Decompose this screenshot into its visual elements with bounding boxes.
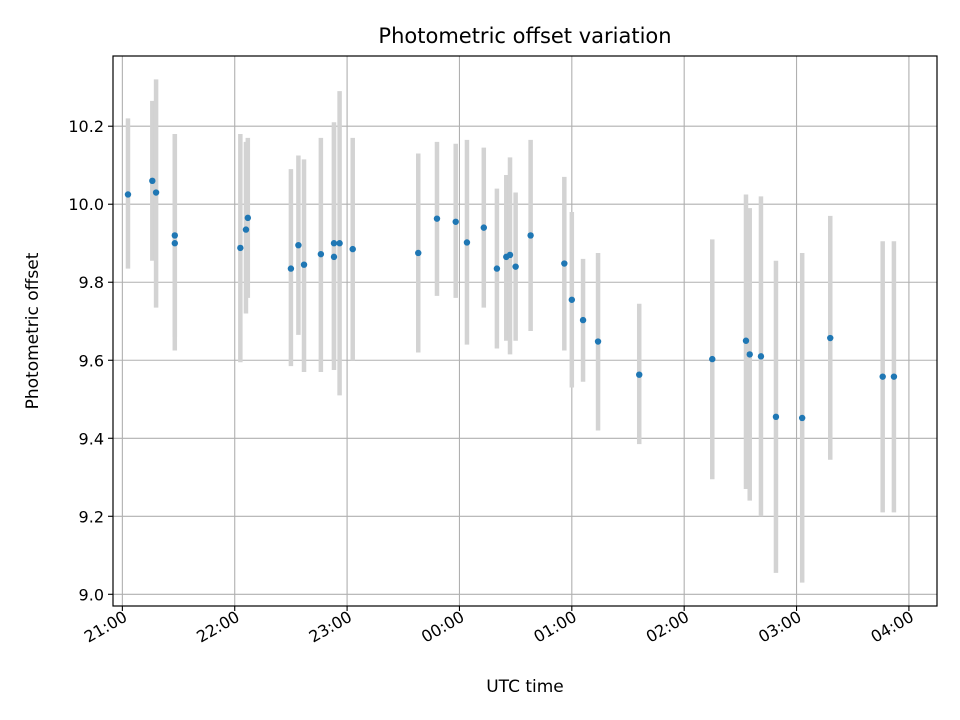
- data-points: [124, 177, 898, 422]
- data-point: [415, 249, 422, 257]
- data-point: [317, 250, 325, 258]
- data-point: [171, 232, 178, 239]
- y-tick-label: 9.0: [79, 585, 104, 604]
- data-point: [568, 296, 576, 303]
- grid: [113, 56, 937, 606]
- data-point: [527, 232, 534, 239]
- y-axis-label: Photometric offset: [23, 252, 43, 409]
- data-point: [463, 239, 471, 246]
- data-point: [594, 338, 602, 345]
- data-point: [890, 373, 898, 380]
- data-point: [636, 371, 643, 378]
- data-point: [709, 355, 716, 363]
- data-point: [879, 373, 886, 380]
- data-point: [237, 244, 244, 252]
- data-point: [493, 265, 501, 272]
- data-point: [124, 191, 132, 198]
- data-point: [746, 351, 753, 358]
- data-point: [433, 215, 441, 222]
- data-point: [757, 353, 765, 360]
- x-axis-label: UTC time: [486, 677, 564, 697]
- data-point: [171, 240, 178, 247]
- data-point: [336, 240, 343, 247]
- y-axis-ticks: 9.0 9.2 9.4 9.6 9.8 10.0 10.2: [68, 117, 113, 604]
- data-point: [506, 251, 514, 259]
- data-point: [300, 261, 308, 268]
- data-point: [152, 189, 160, 196]
- data-point: [242, 226, 250, 233]
- data-point: [330, 240, 338, 247]
- y-tick-label: 9.8: [79, 273, 104, 292]
- data-point: [452, 218, 459, 225]
- data-point: [480, 224, 487, 231]
- data-point: [287, 265, 295, 272]
- plot-frame: [112, 55, 938, 607]
- y-tick-label: 10.2: [68, 117, 104, 136]
- data-point: [244, 214, 252, 222]
- data-point: [772, 413, 780, 421]
- data-point: [827, 334, 834, 342]
- y-tick-label: 9.6: [79, 351, 104, 370]
- y-tick-label: 10.0: [68, 195, 104, 214]
- data-point: [149, 177, 156, 185]
- data-point: [579, 316, 587, 324]
- y-tick-label: 9.4: [79, 429, 104, 448]
- data-point: [349, 245, 356, 253]
- data-point: [295, 241, 302, 249]
- y-tick-label: 9.2: [79, 507, 104, 526]
- data-point: [512, 263, 519, 270]
- data-point: [561, 260, 568, 267]
- data-point: [798, 414, 806, 422]
- data-point: [330, 253, 338, 261]
- data-point: [742, 337, 750, 344]
- chart-title: Photometric offset variation: [378, 24, 671, 48]
